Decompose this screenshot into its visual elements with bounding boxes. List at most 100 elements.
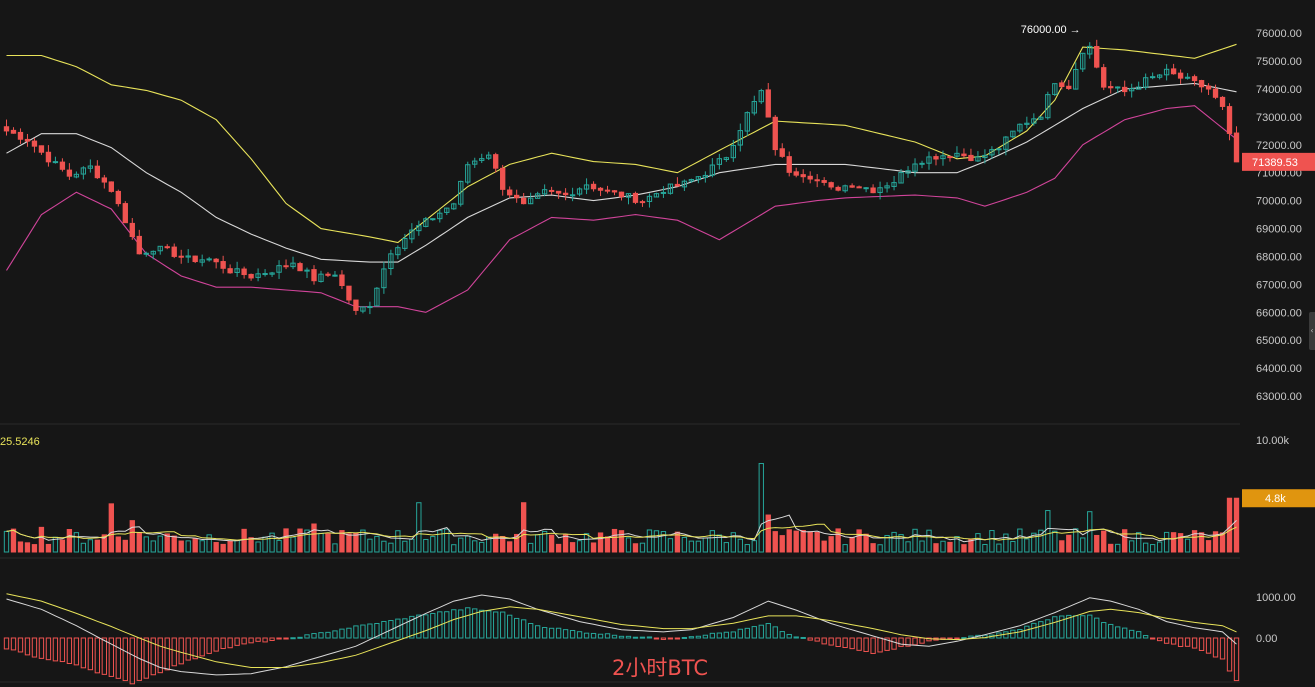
macd-histogram-bar [618,635,625,639]
macd-histogram-bar [1108,623,1114,639]
macd-histogram-bar [863,637,869,653]
candle-body [604,189,611,192]
macd-histogram-bar [395,618,401,639]
candle-body [332,274,338,277]
candle-body [765,89,771,118]
candle-body [520,197,527,205]
volume-bar [10,528,17,553]
candle-body [1017,123,1023,132]
macd-histogram-bar [520,619,527,639]
candle-body [961,153,967,157]
macd-histogram-bar [514,617,520,639]
volume-bar [800,529,806,553]
macd-histogram-bar [562,629,569,639]
candle-body [737,130,743,146]
macd-histogram-bar [122,637,128,682]
volume-bar [716,534,723,553]
volume-bar [122,539,128,553]
price-axis-tick-label: 74000.00 [1256,84,1302,96]
volume-bar [534,534,541,553]
macd-histogram-bar [625,635,632,639]
volume-bar [1205,540,1212,553]
volume-bar [611,528,618,553]
volume-bar [1017,528,1023,553]
price-axis-tick-label: 75000.00 [1256,56,1302,68]
candle-body [898,171,904,184]
last-volume-tag [1242,489,1315,508]
candle-body [849,185,855,188]
volume-bar [884,535,890,553]
price-axis-tick-label: 63000.00 [1256,391,1302,403]
macd-histogram-bar [1129,629,1135,639]
macd-histogram-bar [10,637,17,651]
candle-body [793,171,799,176]
macd-histogram-bar [437,611,443,639]
candle-body [933,156,939,160]
candle-body [178,255,184,258]
volume-bar [702,537,709,553]
macd-histogram-bar [262,637,268,643]
macd-histogram-bar [199,637,205,657]
candle-body [800,174,806,178]
candle-body [1045,94,1051,119]
volume-bar [1045,510,1051,553]
candle-body [975,156,981,162]
volume-bar [171,535,177,553]
macd-histogram-bar [842,637,848,649]
volume-bar [1094,534,1100,553]
macd-histogram-bar [381,620,387,639]
candle-body [758,90,764,103]
volume-bar [458,537,464,553]
volume-bar [667,538,674,553]
volume-bar [954,536,960,553]
price-axis-tick-label: 66000.00 [1256,307,1302,319]
volume-bar [157,535,163,553]
macd-histogram-bar [1087,614,1093,639]
candle-body [863,187,869,190]
macd-histogram-bar [1184,637,1191,647]
candle-body [444,207,450,213]
candle-body [423,218,429,227]
volume-bar [241,528,247,553]
volume-bar [625,537,632,553]
volume-bar [24,542,31,553]
macd-histogram-bar [1094,617,1100,639]
macd-histogram-bar [695,635,702,639]
macd-histogram-bar [1101,622,1107,639]
candle-body [583,184,590,190]
volume-bar [730,532,736,553]
volume-bar [772,531,778,553]
candle-body [1142,77,1149,88]
candle-body [534,193,541,199]
macd-histogram-bar [730,631,736,639]
volume-bar [562,534,569,553]
macd-histogram-bar [115,637,121,679]
volume-bar [115,536,121,553]
candle-body [17,131,24,140]
macd-histogram-bar [534,625,541,639]
volume-bar [290,536,296,553]
macd-histogram-bar [541,627,548,639]
macd-histogram-bar [807,637,813,641]
candle-body [80,167,87,175]
candle-body [905,170,911,174]
macd-histogram-bar [891,637,897,650]
macd-histogram-bar [723,631,729,639]
candle-body [122,203,128,224]
macd-histogram-bar [479,609,485,639]
chevron-left-icon[interactable]: ‹ [1309,312,1315,350]
candle-body [730,144,736,159]
macd-histogram-bar [947,637,953,640]
candle-body [430,218,436,221]
macd-dea-line [6,593,1237,668]
volume-bar [1108,543,1114,553]
volume-bar [856,529,862,553]
candle-body [1170,68,1177,75]
macd-histogram-bar [765,623,771,639]
candle-body [227,268,233,274]
volume-indicator-label: 25.5246 [0,436,40,448]
volume-bar [1101,530,1107,553]
candle-body [611,190,618,193]
